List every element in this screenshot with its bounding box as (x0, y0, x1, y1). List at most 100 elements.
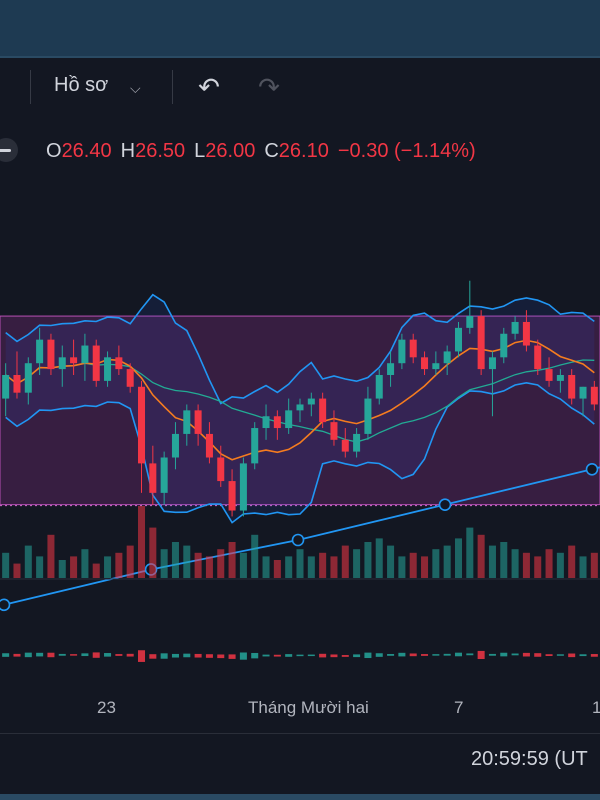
volume-bar (115, 552, 123, 578)
candle-body (488, 357, 496, 370)
candle-body (432, 363, 440, 370)
volume-bar (387, 545, 395, 578)
volume-bar (341, 545, 349, 578)
candle-body (47, 339, 55, 370)
volume-bar (138, 506, 146, 578)
sub-indicator-bar (432, 654, 440, 656)
candle-body (149, 463, 157, 493)
candle-body (500, 333, 508, 358)
candle-body (353, 433, 361, 452)
sub-indicator-bar (262, 654, 270, 657)
x-tick-label: 23 (97, 698, 116, 717)
sub-indicator-bar (409, 653, 417, 657)
toolbar-separator (172, 70, 173, 104)
candle-body (454, 327, 462, 352)
redo-icon[interactable]: ↷ (258, 72, 280, 102)
volume-bar (58, 560, 66, 578)
sub-indicator-bar (454, 652, 462, 657)
sub-indicator-bar (364, 652, 372, 659)
candle-body (239, 463, 247, 511)
volume-bar (398, 556, 406, 578)
long-ma-marker (0, 598, 11, 612)
sub-indicator-bar (205, 654, 213, 658)
sub-indicator-bar (488, 653, 496, 656)
candle-body (387, 363, 395, 375)
candle-body (477, 316, 485, 370)
candle-body (58, 357, 66, 370)
candle-body (421, 357, 429, 370)
sub-indicator-bar (149, 654, 157, 659)
low-label: L (194, 140, 206, 162)
profile-menu-label[interactable]: Hồ sơ (54, 74, 109, 96)
sub-indicator-bar (115, 654, 123, 656)
bollinger-upper-line (5, 293, 595, 405)
volume-bar (364, 542, 372, 578)
candle-body (160, 457, 168, 493)
volume-bar (126, 545, 134, 578)
volume-bar (477, 534, 485, 578)
sub-indicator-bar (92, 652, 100, 658)
sub-indicator-bar (330, 654, 338, 658)
volume-bar (47, 534, 55, 578)
fast-ma-line (5, 339, 595, 461)
undo-icon[interactable]: ↶ (198, 72, 220, 102)
candle-body (273, 416, 281, 429)
clock-readout: 20:59:59 (UT (471, 748, 588, 770)
volume-bar (149, 527, 157, 578)
sub-indicator-bar (58, 653, 66, 656)
bollinger-lower-line (5, 381, 595, 524)
price-chart[interactable] (0, 190, 600, 690)
slow-ma-line (5, 359, 595, 443)
close-value: 26.10 (278, 140, 329, 162)
candle-body (24, 363, 32, 393)
volume-bar (454, 538, 462, 578)
candle-body (534, 345, 542, 370)
collapse-legend-button[interactable] (0, 138, 18, 162)
sub-indicator-bar (251, 652, 259, 659)
volume-bar (522, 552, 530, 578)
open-value: 26.40 (61, 140, 112, 162)
candle-body (217, 457, 225, 482)
sub-indicator-bar (183, 653, 191, 658)
sub-indicator-bar (534, 653, 542, 657)
candle-body (285, 410, 293, 429)
volume-bar (81, 549, 89, 578)
volume-bar (353, 549, 361, 578)
sub-indicator-bar (545, 654, 553, 657)
x-tick-label: 7 (454, 698, 464, 717)
candle-body (330, 422, 338, 440)
volume-bar (307, 556, 315, 578)
sub-indicator-bar (421, 654, 429, 656)
sub-indicator-bar (477, 650, 485, 660)
candle-body (13, 375, 21, 393)
x-tick-label: 1 (592, 698, 600, 717)
sub-indicator-bar (126, 653, 134, 657)
top-header-bar (0, 0, 600, 58)
volume-bar (239, 552, 247, 578)
candle-body (138, 386, 146, 464)
change-value: −0.30 (−1.14%) (337, 140, 476, 162)
candle-body (126, 369, 134, 387)
sub-indicator-bar (171, 653, 179, 658)
candle-body (183, 410, 191, 434)
sub-indicator-bar (398, 652, 406, 657)
volume-bar (296, 549, 304, 578)
volume-bar (160, 549, 168, 578)
candle-body (205, 433, 213, 458)
volume-bar (262, 556, 270, 578)
sub-indicator-bar (36, 652, 44, 657)
volume-bar (409, 552, 417, 578)
volume-bar (432, 549, 440, 578)
volume-bar (579, 556, 587, 578)
sub-indicator-bar (387, 654, 395, 656)
candle-body (364, 398, 372, 434)
sub-indicator-bar (466, 653, 474, 656)
volume-bar (217, 549, 225, 578)
candle-body (545, 369, 553, 381)
sub-indicator-bar (81, 653, 89, 657)
volume-bar (92, 563, 100, 578)
x-tick-label: Tháng Mười hai (248, 698, 369, 717)
sub-indicator-bar (273, 654, 281, 657)
chevron-down-icon[interactable]: ⌵ (130, 80, 141, 96)
volume-bar (545, 549, 553, 578)
